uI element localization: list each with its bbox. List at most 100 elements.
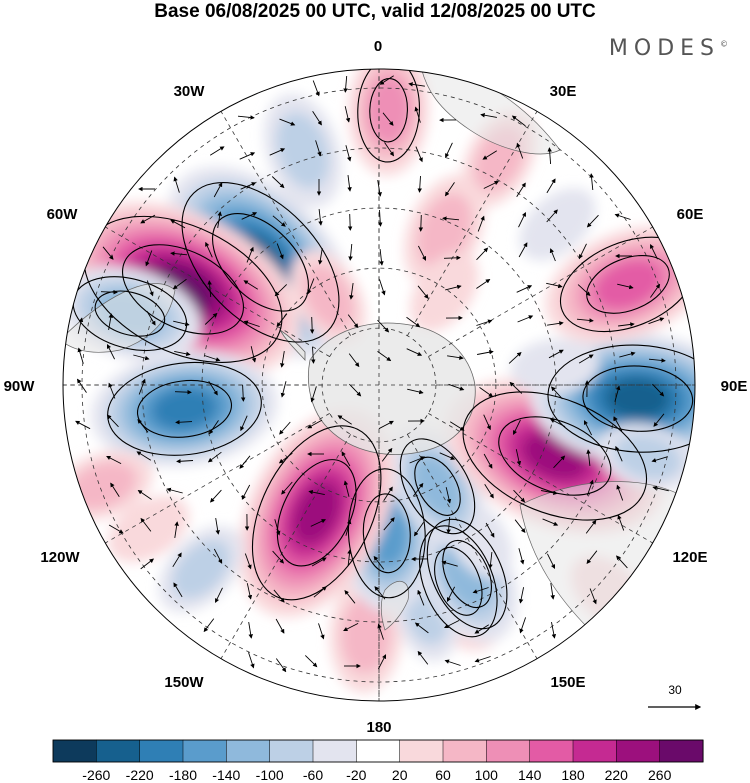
wind-vector <box>614 385 621 402</box>
wind-vector <box>586 479 594 496</box>
colorbar-swatch-13 <box>616 739 661 763</box>
anomaly-level-27-1 <box>302 265 355 330</box>
wind-vector <box>377 319 390 333</box>
wind-vector <box>547 321 564 326</box>
wind-vector <box>213 182 223 198</box>
wind-vector <box>384 142 395 157</box>
wind-vector <box>518 242 528 258</box>
wind-vector <box>417 589 425 606</box>
meridian-60 <box>428 413 653 544</box>
wind-vector <box>240 182 257 190</box>
meridian-210 <box>220 111 351 336</box>
lon-label-150e: 150E <box>550 674 585 691</box>
wind-vector <box>213 548 223 564</box>
colorbar-swatch-6 <box>312 739 357 763</box>
wind-vector <box>204 312 218 325</box>
wind-vector <box>108 524 124 534</box>
wind-vector <box>176 459 194 464</box>
wind-vector <box>343 75 348 93</box>
colorbar-swatch-0 <box>52 739 97 763</box>
wind-vector <box>311 557 327 567</box>
brand-name: MODES <box>608 36 720 61</box>
wind-vector <box>447 355 464 360</box>
map-boundary <box>62 68 696 702</box>
wind-vector <box>551 622 557 639</box>
wind-vector <box>347 213 353 231</box>
streamline-loop-8-0 <box>251 425 382 601</box>
wind-vector <box>341 451 351 467</box>
wind-vector <box>250 346 257 363</box>
wind-vector <box>488 551 493 569</box>
wind-vector <box>276 243 284 260</box>
wind-vector <box>618 322 635 327</box>
wind-vector <box>174 521 179 538</box>
brand-logo: MODES© <box>609 36 728 61</box>
wind-vector <box>445 487 452 504</box>
wind-vector <box>576 318 594 323</box>
wind-vector <box>243 280 259 290</box>
wind-vector <box>382 112 394 126</box>
wind-vector <box>515 449 522 466</box>
wind-vector <box>518 211 526 228</box>
streamline-loop-12-0 <box>547 344 695 453</box>
streamline-loop-22-1 <box>136 379 233 438</box>
wind-vector <box>170 251 188 256</box>
wind-vector <box>174 350 191 357</box>
anomaly-level-1-1 <box>341 595 391 674</box>
wind-vector <box>407 388 424 395</box>
wind-vector <box>476 247 489 261</box>
wind-vector <box>586 214 599 228</box>
wind-vector <box>484 483 494 499</box>
wind-vector <box>617 283 634 290</box>
wind-vector <box>133 354 150 361</box>
wind-vector <box>280 381 287 398</box>
wind-vector <box>549 248 556 262</box>
antarctica-landmass <box>307 322 476 455</box>
colorbar-tick-12: 220 <box>605 767 629 783</box>
wind-vector <box>652 485 669 492</box>
wind-vector <box>443 255 461 261</box>
anomaly-level-17-2 <box>367 76 410 144</box>
wind-vector <box>174 389 192 395</box>
lon-label-60w: 60W <box>47 206 79 223</box>
anomaly-level-26-0 <box>410 252 479 332</box>
wind-vector <box>514 519 526 534</box>
wind-vector <box>349 383 362 397</box>
meridian-300 <box>105 413 330 544</box>
wind-vector <box>275 658 287 673</box>
wind-vector <box>244 553 252 570</box>
wind-vector <box>274 519 281 536</box>
streamline-loop-12-1 <box>582 365 694 432</box>
wind-vector <box>548 349 564 359</box>
wind-vector <box>207 280 212 298</box>
wind-vector <box>413 522 424 537</box>
wind-vector <box>383 517 395 531</box>
map-disc <box>63 69 695 701</box>
wind-vector <box>309 316 315 334</box>
wind-vector <box>312 111 322 126</box>
wind-vector <box>240 415 248 432</box>
wind-vector <box>476 278 491 289</box>
wind-vector <box>650 243 658 260</box>
wind-vector <box>589 173 594 191</box>
wind-vector <box>408 82 425 87</box>
wind-vector <box>449 421 465 431</box>
wind-vector <box>348 243 353 261</box>
colorbar-swatch-5 <box>269 739 314 763</box>
wind-vector <box>280 351 285 368</box>
wind-vector <box>546 178 556 194</box>
colorbar-tick-4: -100 <box>256 767 284 783</box>
wind-vector <box>583 420 593 436</box>
wind-vector <box>173 582 183 598</box>
wind-vector <box>417 245 427 261</box>
streamline-loop-4-0 <box>426 518 508 630</box>
wind-vector <box>550 583 555 600</box>
wind-vector <box>310 386 317 403</box>
anomaly-level-18-1 <box>276 112 330 189</box>
streamline-loop-8-1 <box>276 459 357 567</box>
wind-vector <box>615 555 628 569</box>
meridian-150 <box>407 111 538 336</box>
wind-vector <box>281 481 293 495</box>
colorbar-swatch-11 <box>529 739 574 763</box>
wind-vector <box>208 420 219 435</box>
